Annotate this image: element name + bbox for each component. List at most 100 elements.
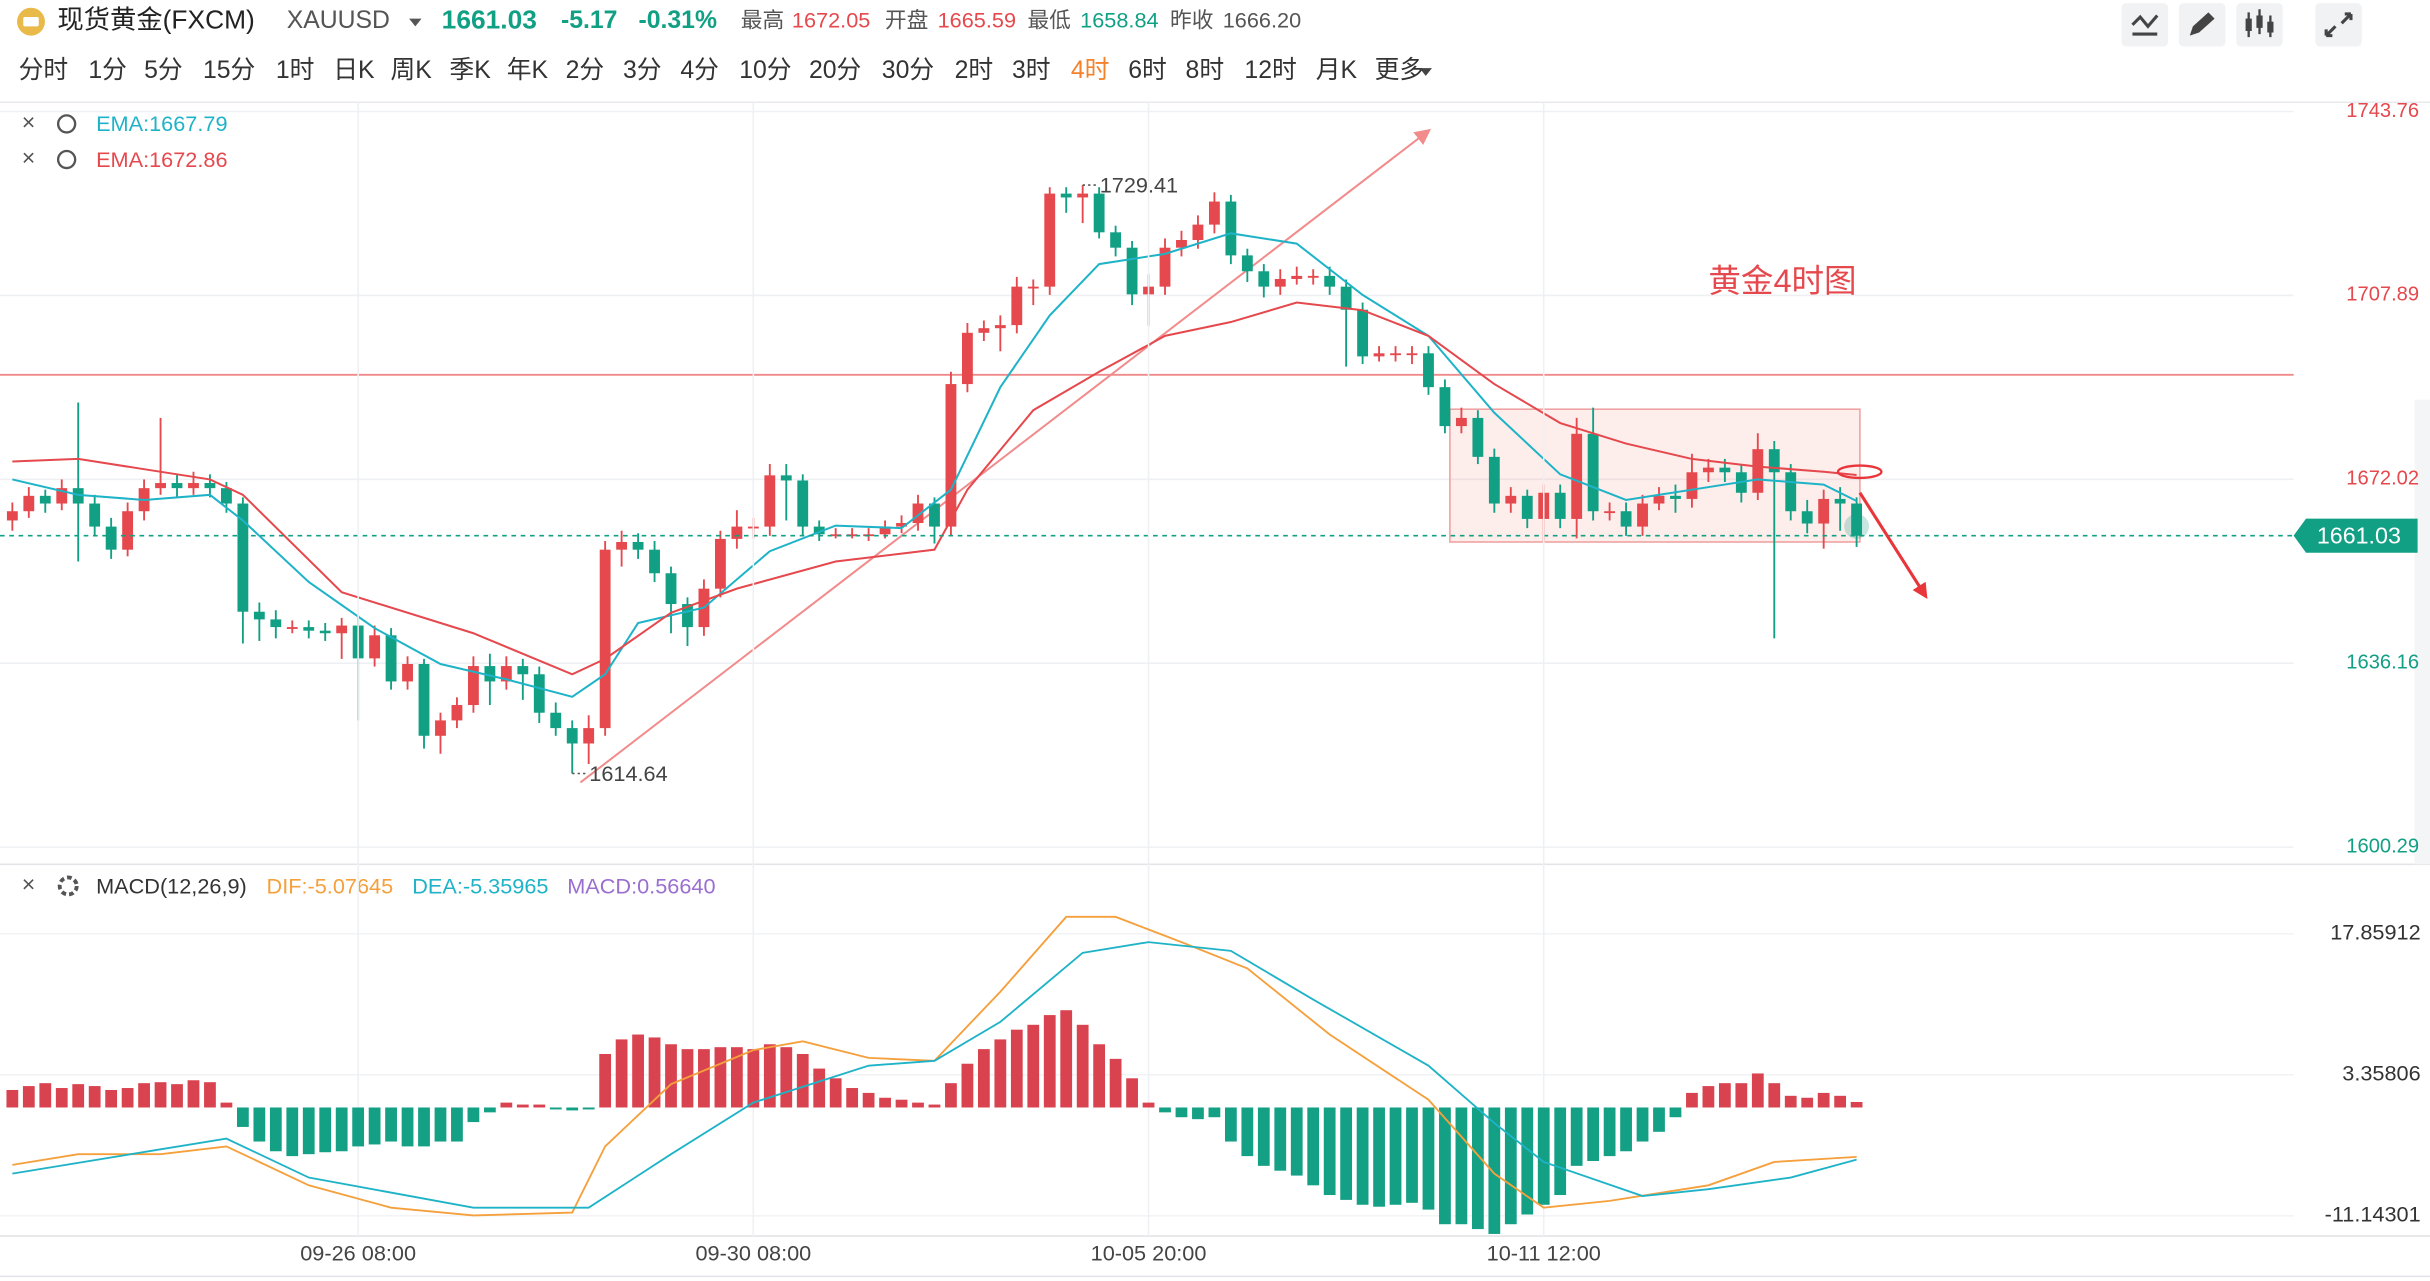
timeframe-tab[interactable]: 3分 bbox=[623, 56, 662, 84]
candle-body bbox=[1670, 495, 1681, 499]
macd-bar bbox=[1570, 1107, 1583, 1166]
scrollbar[interactable] bbox=[2414, 399, 2430, 865]
candle-body bbox=[56, 488, 68, 504]
timeframe-tab[interactable]: 分时 bbox=[19, 56, 69, 84]
macd-bar bbox=[648, 1037, 661, 1108]
timeframe-tab[interactable]: 10分 bbox=[739, 56, 791, 84]
y-tick-label: 1672.02 bbox=[2346, 468, 2419, 490]
timeframe-tab[interactable]: 30分 bbox=[882, 56, 934, 84]
candle-body bbox=[1801, 511, 1813, 524]
macd-bar bbox=[1323, 1107, 1336, 1196]
tool-button[interactable] bbox=[2315, 3, 2362, 47]
settings-icon[interactable] bbox=[56, 149, 77, 170]
timeframe-tab[interactable]: 2时 bbox=[955, 56, 994, 84]
tool-icon bbox=[2324, 12, 2353, 38]
target-arrow bbox=[1858, 491, 1928, 599]
candle-body bbox=[583, 728, 595, 744]
candle-body bbox=[846, 534, 858, 537]
y-tick-label: 1636.16 bbox=[2346, 652, 2419, 674]
timeframe-tab[interactable]: 周K bbox=[391, 57, 433, 84]
macd-bar bbox=[302, 1107, 315, 1155]
last-price-tag: 1661.03 bbox=[2317, 522, 2401, 548]
stat-label: 开盘 bbox=[885, 7, 928, 32]
candle-body bbox=[270, 619, 282, 628]
timeframe-tab[interactable]: 8时 bbox=[1186, 56, 1225, 84]
macd-bar bbox=[977, 1049, 990, 1108]
timeframe-tab[interactable]: 12时 bbox=[1244, 56, 1296, 84]
candle-body bbox=[1307, 275, 1319, 278]
macd-bar bbox=[418, 1107, 430, 1147]
candle-body bbox=[418, 664, 430, 736]
macd-bar bbox=[483, 1107, 496, 1113]
candle-body bbox=[1192, 224, 1204, 240]
candle-body bbox=[39, 495, 51, 504]
timeframe-tab[interactable]: 月K bbox=[1316, 57, 1358, 84]
timeframe-tab[interactable]: 20分 bbox=[809, 56, 861, 84]
candle-body bbox=[451, 705, 463, 721]
extreme-label: 1614.64 bbox=[589, 761, 667, 786]
macd-bar bbox=[632, 1034, 644, 1108]
candle-body bbox=[1719, 467, 1731, 473]
candle-body bbox=[1357, 309, 1369, 357]
macd-bar bbox=[1751, 1073, 1764, 1108]
candle-body bbox=[1604, 511, 1616, 514]
candle-body bbox=[1571, 433, 1583, 519]
candle-body bbox=[731, 526, 743, 539]
trend-line bbox=[579, 128, 1432, 784]
candle-body bbox=[253, 611, 265, 620]
timeframe-tab[interactable]: 4时 bbox=[1071, 56, 1110, 84]
ticker[interactable]: XAUUSD bbox=[287, 7, 390, 34]
candle-body bbox=[122, 511, 134, 550]
remove-icon[interactable]: × bbox=[22, 109, 36, 135]
timeframe-tab[interactable]: 年K bbox=[507, 56, 549, 84]
x-tick-label: 09-30 08:00 bbox=[695, 1240, 811, 1265]
macd-bar bbox=[1587, 1107, 1600, 1161]
timeframe-tab[interactable]: 1分 bbox=[88, 56, 127, 84]
candle-body bbox=[319, 630, 331, 634]
candle-body bbox=[23, 495, 35, 512]
candle-body bbox=[89, 503, 101, 527]
settings-icon[interactable] bbox=[57, 875, 79, 897]
macd-bar bbox=[154, 1082, 167, 1108]
timeframe-tab[interactable]: 6时 bbox=[1128, 56, 1167, 84]
last-price-glow bbox=[1844, 513, 1869, 539]
macd-bar bbox=[1307, 1107, 1320, 1186]
timeframe-tab[interactable]: 3时 bbox=[1012, 56, 1051, 84]
candle-body bbox=[220, 488, 232, 504]
macd-bar bbox=[1455, 1107, 1468, 1225]
macd-bar bbox=[500, 1102, 513, 1108]
remove-icon[interactable]: × bbox=[22, 145, 36, 171]
timeframe-tab[interactable]: 季K bbox=[449, 56, 491, 84]
candle-body bbox=[484, 666, 496, 682]
timeframe-tab[interactable]: 5分 bbox=[144, 56, 183, 84]
timeframe-tab[interactable]: 2分 bbox=[566, 56, 605, 84]
macd-bar bbox=[599, 1053, 612, 1108]
timeframe-tab[interactable]: 日K bbox=[333, 57, 375, 84]
macd-bar bbox=[88, 1086, 101, 1108]
candle-body bbox=[1225, 201, 1237, 256]
timeframe-tab[interactable]: 4分 bbox=[680, 56, 719, 84]
macd-bar bbox=[385, 1107, 397, 1142]
ticker-dropdown[interactable] bbox=[409, 18, 422, 27]
macd-bar bbox=[1702, 1086, 1715, 1108]
macd-bar bbox=[1027, 1024, 1040, 1108]
candle-body bbox=[1505, 495, 1517, 504]
candle-body bbox=[517, 666, 529, 675]
candle-body bbox=[286, 627, 298, 629]
timeframe-tab[interactable]: 15分 bbox=[203, 56, 255, 84]
more-tab[interactable]: 更多 bbox=[1375, 56, 1425, 84]
macd-title: MACD(12,26,9) bbox=[96, 873, 247, 898]
candle-body bbox=[1851, 503, 1863, 536]
candle-body bbox=[1241, 255, 1253, 272]
change: -5.17 bbox=[561, 7, 617, 34]
timeframe-tab[interactable]: 1时 bbox=[276, 56, 315, 84]
remove-icon[interactable]: × bbox=[22, 871, 36, 897]
candle-body bbox=[204, 483, 216, 489]
macd-bar bbox=[434, 1107, 447, 1142]
candle-body bbox=[1423, 353, 1434, 388]
macd-bar bbox=[1043, 1015, 1056, 1108]
settings-icon[interactable] bbox=[56, 114, 77, 134]
macd-bar bbox=[1010, 1029, 1023, 1108]
y-tick-label: 1743.76 bbox=[2346, 100, 2419, 122]
more-dropdown[interactable] bbox=[1419, 68, 1432, 76]
